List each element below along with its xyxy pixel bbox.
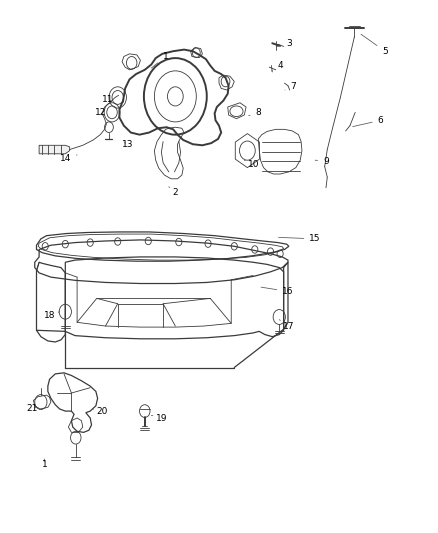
Text: 15: 15 <box>279 235 321 244</box>
Text: 16: 16 <box>261 287 294 296</box>
Text: 2: 2 <box>169 187 178 197</box>
Text: 21: 21 <box>26 405 38 414</box>
Text: 6: 6 <box>353 116 383 127</box>
Text: 13: 13 <box>123 140 134 149</box>
Text: 19: 19 <box>151 414 167 423</box>
Text: 12: 12 <box>95 108 107 117</box>
Text: 9: 9 <box>315 157 329 166</box>
Text: 3: 3 <box>276 39 292 48</box>
Text: 18: 18 <box>44 311 60 320</box>
Polygon shape <box>39 146 70 154</box>
Text: 20: 20 <box>92 407 108 416</box>
Text: 10: 10 <box>244 160 260 169</box>
Text: 4: 4 <box>272 61 283 71</box>
Text: 7: 7 <box>285 82 296 91</box>
Text: 11: 11 <box>102 94 113 103</box>
Text: 8: 8 <box>249 108 261 117</box>
Text: 14: 14 <box>60 154 77 163</box>
Text: 5: 5 <box>361 34 388 55</box>
Text: 17: 17 <box>279 320 295 330</box>
Text: 1: 1 <box>42 459 47 469</box>
Text: 1: 1 <box>151 52 169 68</box>
